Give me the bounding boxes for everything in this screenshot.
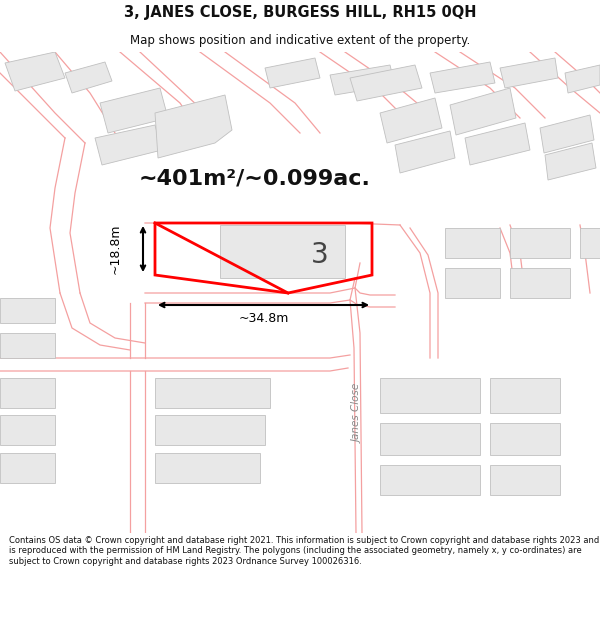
Polygon shape xyxy=(330,65,395,95)
Polygon shape xyxy=(490,378,560,413)
Polygon shape xyxy=(265,58,320,88)
Text: ~401m²/~0.099ac.: ~401m²/~0.099ac. xyxy=(139,168,371,188)
Polygon shape xyxy=(0,298,55,323)
Polygon shape xyxy=(0,453,55,483)
Polygon shape xyxy=(490,423,560,455)
Polygon shape xyxy=(540,115,594,153)
Polygon shape xyxy=(450,88,516,135)
Polygon shape xyxy=(380,378,480,413)
Polygon shape xyxy=(510,228,570,258)
Polygon shape xyxy=(65,62,112,93)
Polygon shape xyxy=(380,98,442,143)
Polygon shape xyxy=(155,378,270,408)
Polygon shape xyxy=(155,95,232,158)
Polygon shape xyxy=(580,228,600,258)
Polygon shape xyxy=(395,131,455,173)
Polygon shape xyxy=(465,123,530,165)
Polygon shape xyxy=(500,58,558,88)
Polygon shape xyxy=(0,378,55,408)
Text: Contains OS data © Crown copyright and database right 2021. This information is : Contains OS data © Crown copyright and d… xyxy=(9,536,599,566)
Polygon shape xyxy=(445,268,500,298)
Text: Map shows position and indicative extent of the property.: Map shows position and indicative extent… xyxy=(130,34,470,47)
Text: Janes Close: Janes Close xyxy=(353,383,363,442)
Polygon shape xyxy=(510,268,570,298)
Text: 3, JANES CLOSE, BURGESS HILL, RH15 0QH: 3, JANES CLOSE, BURGESS HILL, RH15 0QH xyxy=(124,6,476,21)
Polygon shape xyxy=(155,453,260,483)
Polygon shape xyxy=(380,423,480,455)
Polygon shape xyxy=(430,62,495,93)
Polygon shape xyxy=(100,88,168,133)
Polygon shape xyxy=(445,228,500,258)
Polygon shape xyxy=(95,125,162,165)
Text: ~34.8m: ~34.8m xyxy=(238,312,289,326)
Polygon shape xyxy=(5,52,65,91)
Text: 3: 3 xyxy=(311,241,329,269)
Polygon shape xyxy=(380,465,480,495)
Polygon shape xyxy=(220,225,345,278)
Polygon shape xyxy=(0,333,55,358)
Polygon shape xyxy=(565,65,600,93)
Polygon shape xyxy=(350,65,422,101)
Polygon shape xyxy=(545,143,596,180)
Polygon shape xyxy=(155,415,265,445)
Text: ~18.8m: ~18.8m xyxy=(109,224,121,274)
Polygon shape xyxy=(490,465,560,495)
Polygon shape xyxy=(0,415,55,445)
